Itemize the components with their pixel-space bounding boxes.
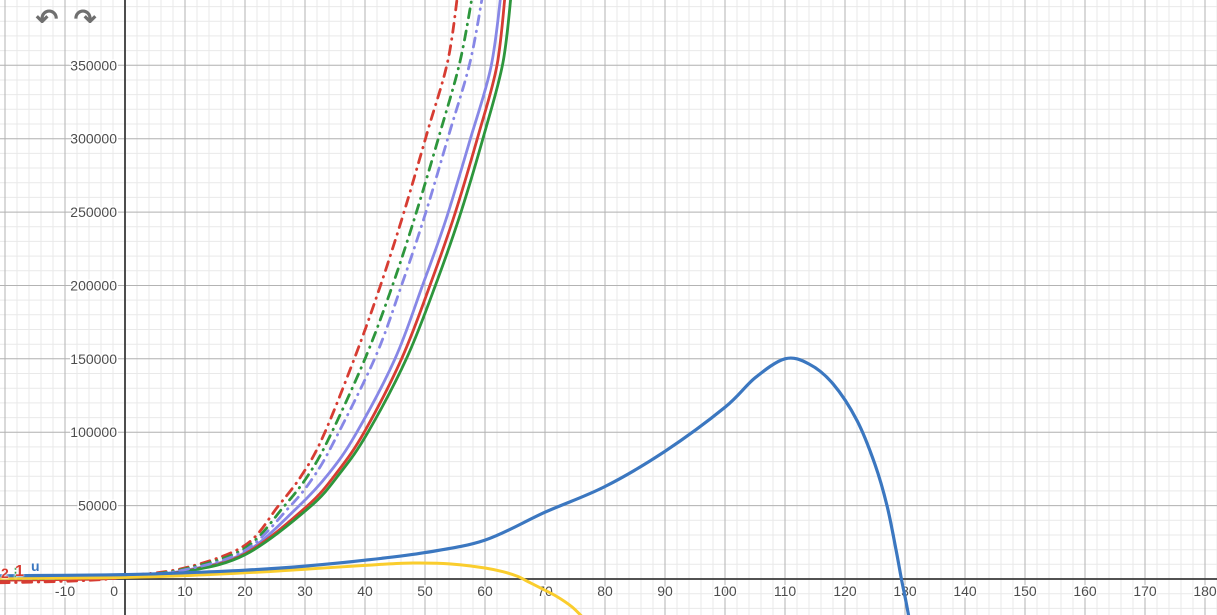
x-axis-tick-label: 0 [110,583,118,599]
x-axis-tick-label: -10 [55,583,75,599]
x-axis-tick-label: 180 [1193,583,1217,599]
y-axis-tick-label: 50000 [78,498,117,514]
x-axis-tick-label: 110 [774,583,797,599]
redo-icon: ↷ [73,3,97,34]
x-axis-tick-label: 10 [177,583,193,599]
y-axis-tick-label: 100000 [70,424,117,440]
x-axis-tick-label: 30 [297,583,313,599]
x-axis-tick-label: 120 [833,583,857,599]
x-axis-tick-label: 90 [657,583,673,599]
x-axis-tick-label: 50 [417,583,433,599]
undo-button[interactable]: ↶ [30,2,64,36]
x-axis-tick-label: 40 [357,583,373,599]
undo-icon: ↶ [35,3,59,34]
x-axis-tick-label: 170 [1133,583,1157,599]
x-axis-tick-label: 80 [597,583,613,599]
x-axis-tick-label: 150 [1013,583,1037,599]
curve-peaked-blue-u[interactable] [0,356,911,615]
y-axis-tick-label: 250000 [70,204,117,220]
x-axis-tick-label: 60 [477,583,493,599]
x-axis-tick-label: 100 [713,583,737,599]
y-axis-tick-label: 150000 [70,351,117,367]
x-axis-tick-label: 140 [953,583,977,599]
y-axis-tick-label: 350000 [70,57,117,73]
y-axis-tick-label: 200000 [70,278,117,294]
x-axis-tick-label: 20 [237,583,253,599]
curve-peaked-yellow[interactable] [0,561,584,615]
y-axis-tick-label: 300000 [70,131,117,147]
curve-exponential-dashdot-red[interactable] [0,0,459,585]
x-axis-tick-label: 160 [1073,583,1097,599]
redo-button[interactable]: ↷ [68,2,102,36]
